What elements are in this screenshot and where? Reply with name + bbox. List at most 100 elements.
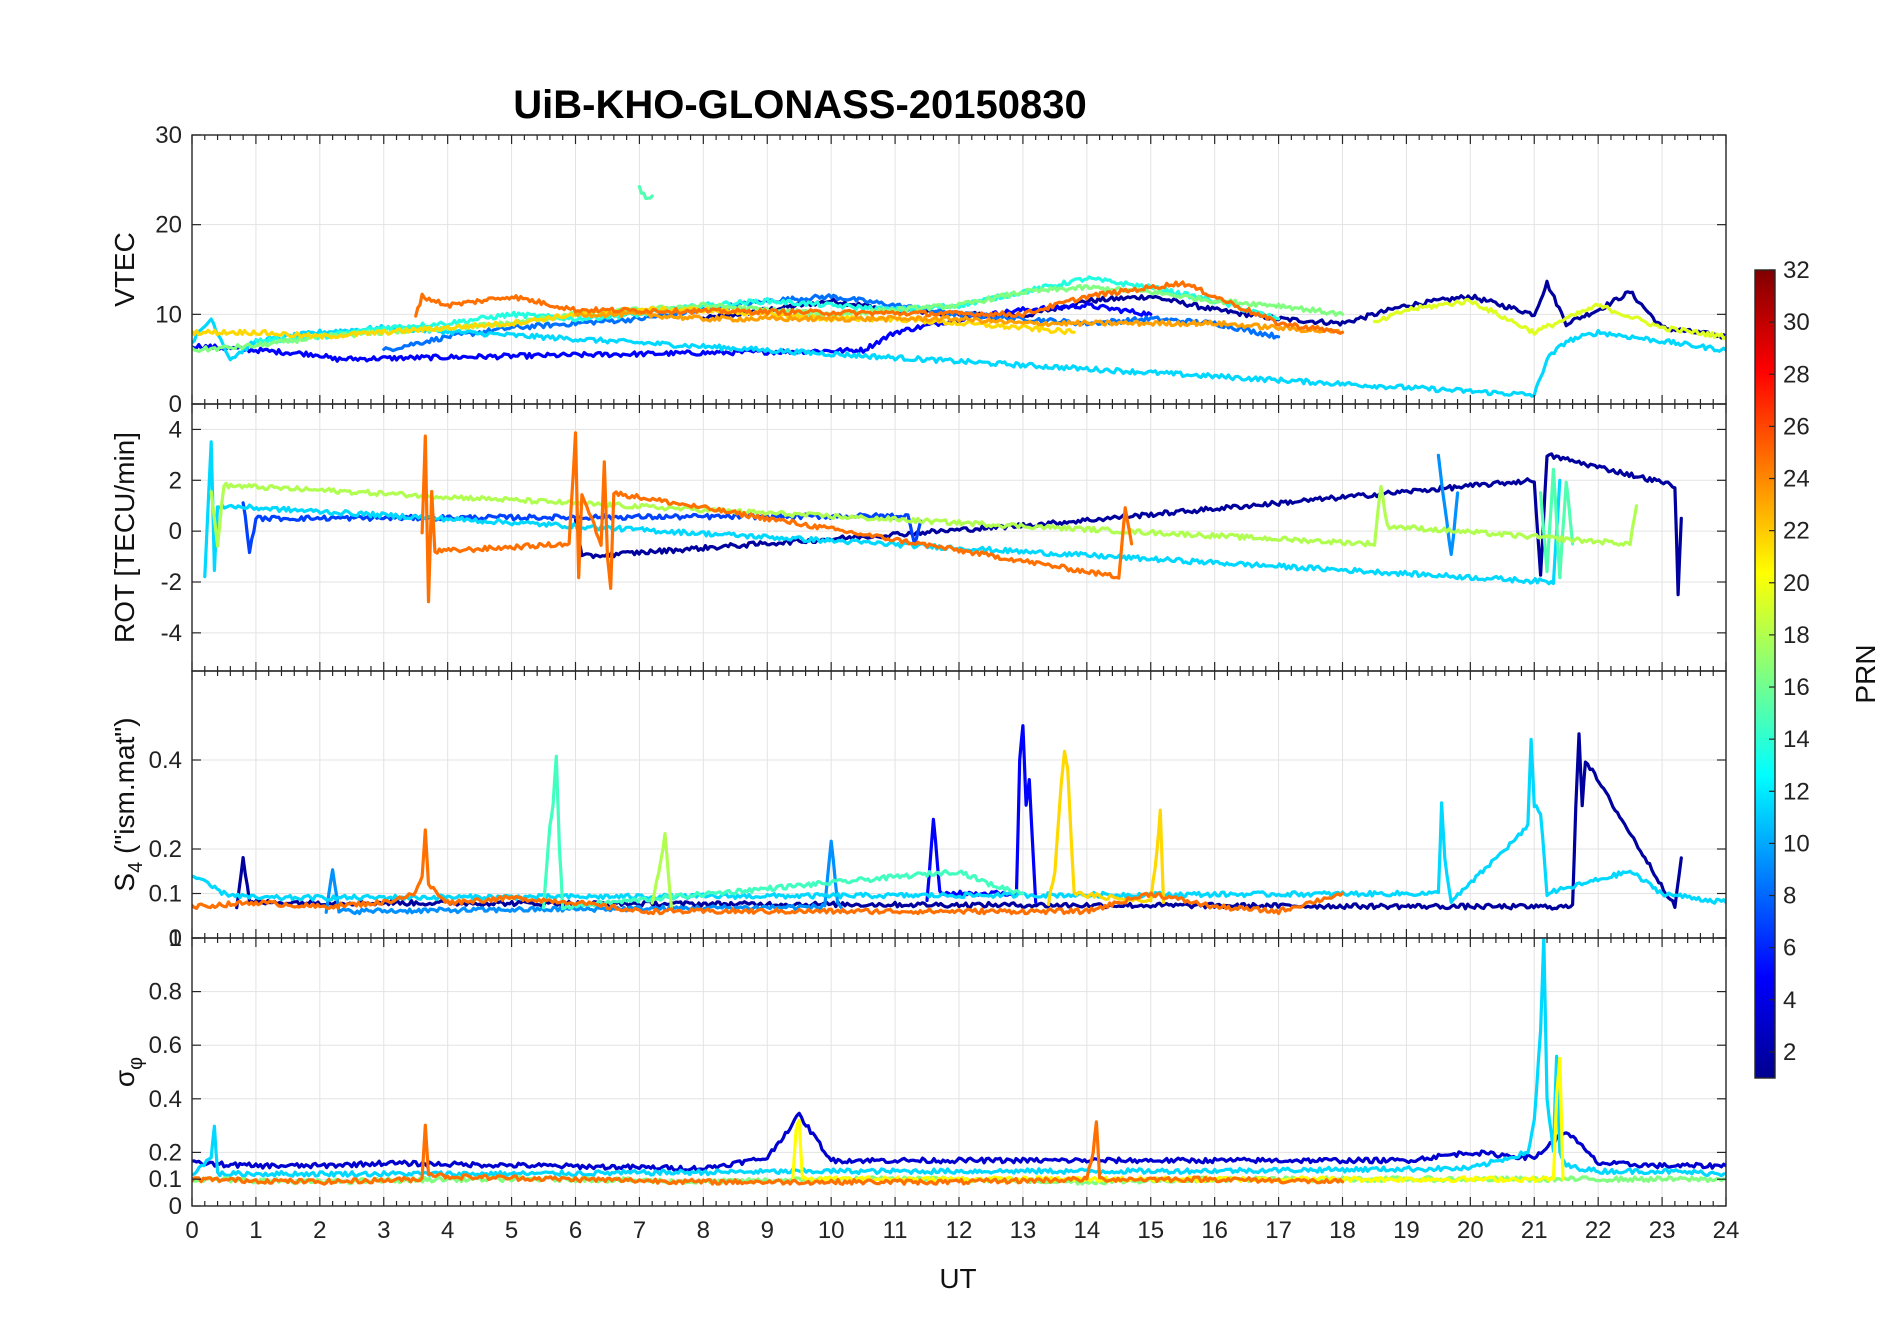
x-tick-label: 7	[633, 1217, 646, 1244]
series-prn-12-rot	[203, 440, 1562, 586]
grid-rot	[191, 404, 1727, 671]
x-tick-label: 23	[1649, 1217, 1676, 1244]
series-prn-10-rot	[1436, 453, 1460, 557]
y-tick-label: 0.1	[149, 1166, 182, 1193]
series-group-vtec	[192, 185, 1726, 398]
x-axis: 0 1 2 3 4 5 6 7 8 9 10 11 12 13 14 15 16 17 18 19 20 21 22 23 24	[185, 1217, 1739, 1244]
colorbar-tick-label: 6	[1783, 935, 1796, 962]
colorbar-tick-label: 2	[1783, 1039, 1796, 1066]
colorbar-tick-label: 24	[1783, 466, 1810, 493]
x-tick-label: 9	[761, 1217, 774, 1244]
series-prn-18-rot	[209, 481, 1639, 548]
series-prn-15-s4	[541, 754, 1025, 911]
colorbar-tick-label: 14	[1783, 726, 1810, 753]
series-prn-21-s4	[1046, 749, 1166, 907]
colorbar-gradient	[1755, 270, 1775, 1078]
colorbar-label: PRN	[1850, 644, 1881, 703]
y-tick-label: 30	[155, 122, 182, 149]
y-tick-label: 2	[169, 467, 182, 494]
x-tick-label: 1	[249, 1217, 262, 1244]
colorbar-tick-label: 10	[1783, 830, 1810, 857]
x-tick-label: 11	[883, 1217, 908, 1244]
series-prn-2-s4	[235, 732, 1683, 911]
x-tick-label: 15	[1137, 1217, 1164, 1244]
x-tick-label: 13	[1010, 1217, 1037, 1244]
x-tick-label: 22	[1585, 1217, 1612, 1244]
series-group-s4	[192, 724, 1726, 916]
series-prn-23-vtec	[573, 310, 1345, 335]
chart-title: UiB-KHO-GLONASS-20150830	[513, 83, 1087, 127]
y-axis-label-s4: S4 ("ism.mat")	[109, 717, 147, 891]
colorbar-tick-label: 32	[1783, 257, 1810, 284]
y-tick-label: 0.4	[149, 747, 182, 774]
y-tick-label: 0.1	[149, 881, 182, 908]
x-tick-label: 6	[569, 1217, 582, 1244]
colorbar-tick-label: 28	[1783, 361, 1810, 388]
y-tick-label: -4	[161, 620, 182, 647]
x-tick-label: 0	[185, 1217, 198, 1244]
colorbar-tick-label: 20	[1783, 570, 1810, 597]
y-tick-label: 0.4	[149, 1086, 182, 1113]
series-prn-24-s4	[192, 828, 1345, 916]
panel-s4: 0 0.1 0.2 0.4S4 ("ism.mat")	[109, 670, 1727, 952]
series-prn-2-vtec	[701, 279, 1726, 340]
x-tick-label: 14	[1073, 1217, 1100, 1244]
y-tick-label: -2	[161, 569, 182, 596]
colorbar-tick-label: 8	[1783, 883, 1796, 910]
colorbar-tick-label: 16	[1783, 674, 1810, 701]
series-group-sigma_phi	[192, 938, 1726, 1186]
x-tick-label: 18	[1329, 1217, 1356, 1244]
series-prn-9-vtec	[382, 293, 1281, 353]
series-prn-24-sigma_phi	[192, 1120, 1345, 1186]
series-prn-16-vtec	[637, 185, 654, 201]
colorbar-frame	[1754, 269, 1776, 1079]
y-tick-label: 0.8	[149, 979, 182, 1006]
colorbar-tick-label: 4	[1783, 987, 1796, 1014]
x-tick-label: 10	[818, 1217, 845, 1244]
panel-vtec: 0 10 20 30 VTEC	[109, 122, 1727, 418]
x-tick-label: 20	[1457, 1217, 1484, 1244]
series-prn-24-vtec	[414, 280, 1345, 335]
y-axis-label-sigma_phi: σφ	[109, 1057, 147, 1087]
colorbar-tick-label: 22	[1783, 518, 1810, 545]
colorbar-tick-label: 30	[1783, 309, 1810, 336]
series-prn-5-vtec	[192, 301, 1153, 363]
y-tick-label: 0	[169, 1193, 182, 1220]
x-tick-label: 5	[505, 1217, 518, 1244]
colorbar-tick-label: 26	[1783, 413, 1810, 440]
series-prn-19-vtec	[1372, 297, 1726, 341]
x-tick-label: 21	[1521, 1217, 1548, 1244]
x-tick-label: 12	[946, 1217, 973, 1244]
colorbar-tick-label: 12	[1783, 778, 1810, 805]
x-tick-label: 3	[377, 1217, 390, 1244]
colorbar-tick-label: 18	[1783, 622, 1810, 649]
y-tick-label: 1	[169, 925, 182, 952]
x-tick-label: 24	[1713, 1217, 1740, 1244]
y-tick-label: 0	[169, 391, 182, 418]
series-prn-20-sigma_phi	[791, 1056, 1565, 1184]
series-prn-16-rot	[1538, 467, 1575, 580]
x-tick-label: 4	[441, 1217, 454, 1244]
y-tick-label: 0	[169, 925, 182, 952]
x-tick-label: 8	[697, 1217, 710, 1244]
series-prn-5-s4	[925, 724, 1038, 905]
series-prn-12-s4	[192, 737, 1726, 905]
x-tick-label: 16	[1201, 1217, 1228, 1244]
y-axis-label-vtec: VTEC	[109, 232, 140, 307]
x-tick-label: 2	[313, 1217, 326, 1244]
y-tick-label: 0	[169, 518, 182, 545]
series-group-rot	[203, 431, 1683, 604]
y-tick-label: 20	[155, 212, 182, 239]
y-tick-label: 0.2	[149, 1139, 182, 1166]
series-prn-24-rot	[420, 431, 1134, 604]
y-tick-label: 0.6	[149, 1032, 182, 1059]
x-tick-label: 19	[1393, 1217, 1420, 1244]
x-tick-label: 17	[1265, 1217, 1292, 1244]
series-prn-3-sigma_phi	[192, 1111, 1726, 1173]
x-axis-label: UT	[939, 1263, 976, 1294]
series-prn-12-sigma_phi	[192, 938, 1726, 1178]
panel-rot: -4 -2 0 2 4 ROT [TECU/min]	[109, 403, 1727, 672]
